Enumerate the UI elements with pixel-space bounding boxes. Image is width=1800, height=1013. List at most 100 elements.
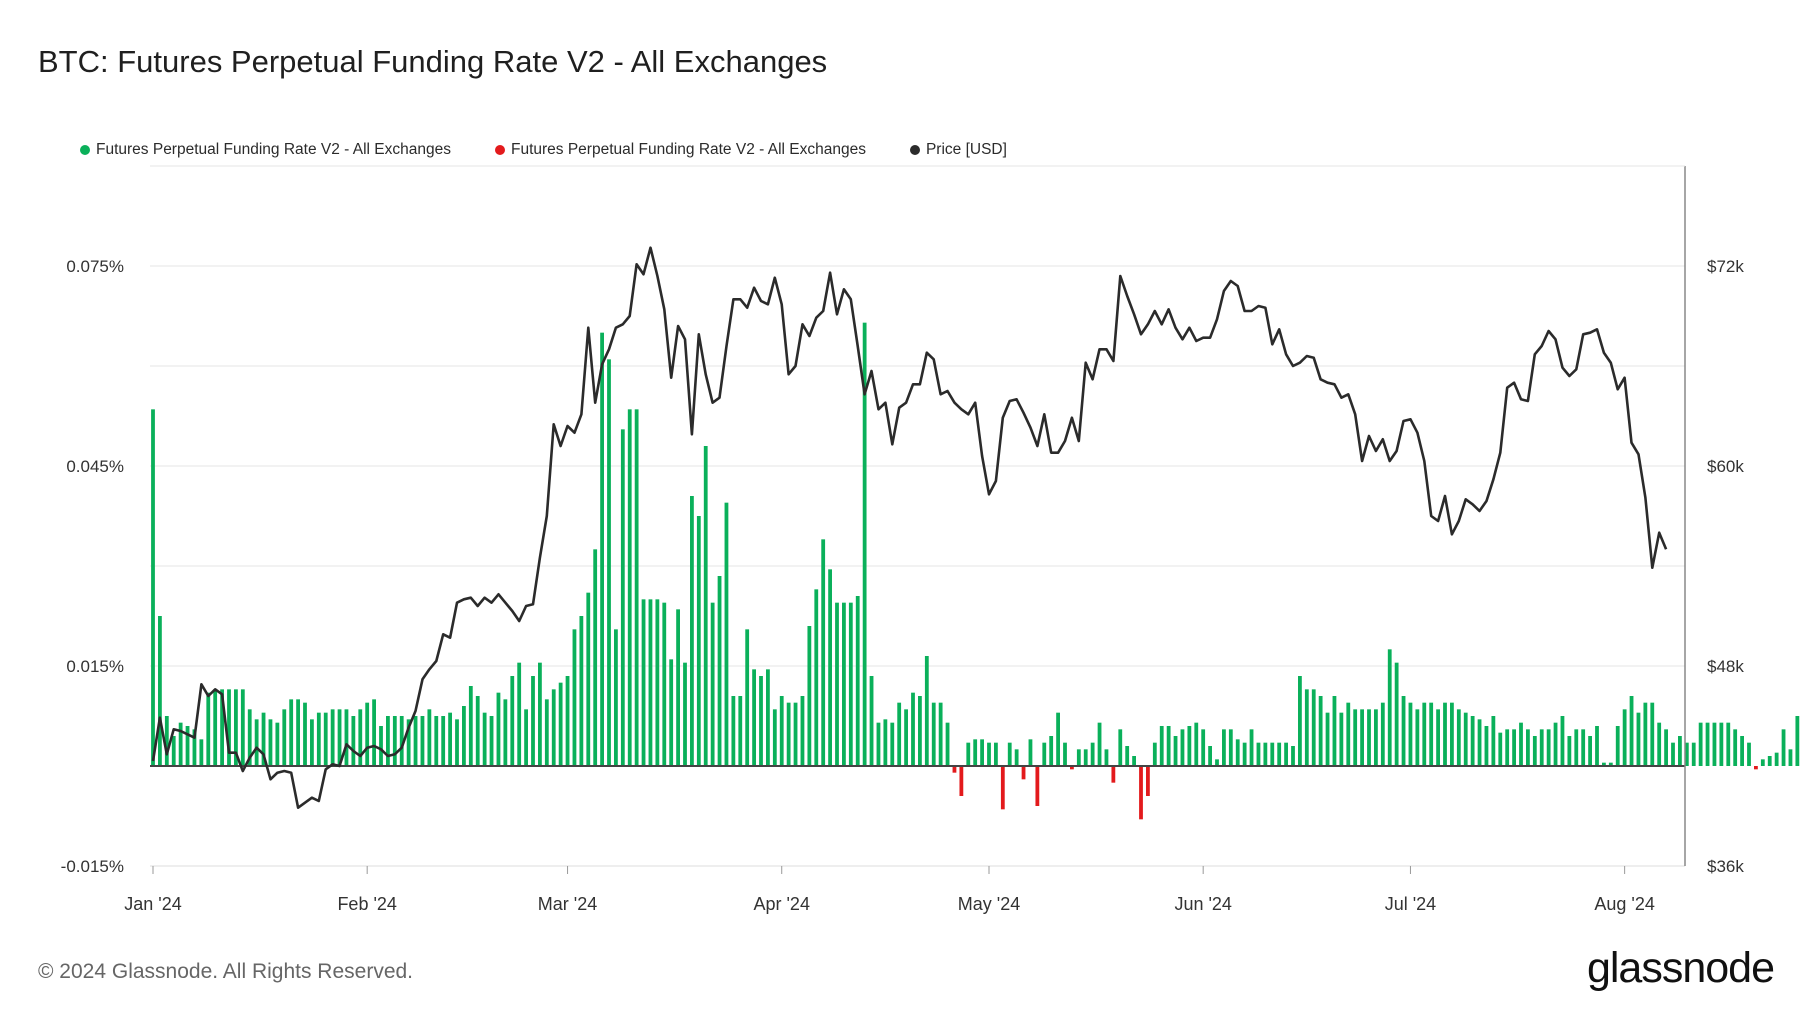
funding-bar-positive (1380, 702, 1385, 766)
funding-bar-positive (379, 726, 383, 766)
funding-bar-positive (1374, 709, 1378, 766)
funding-bar-positive (883, 719, 888, 766)
funding-bar-positive (1318, 696, 1323, 766)
x-tick-label: Jan '24 (124, 894, 181, 914)
copyright: © 2024 Glassnode. All Rights Reserved. (38, 960, 414, 983)
funding-bar-positive (185, 726, 190, 766)
funding-bar-positive (1291, 746, 1295, 766)
funding-bar-negative (959, 766, 964, 796)
funding-bar-positive (475, 696, 480, 766)
funding-bar-positive (1733, 729, 1738, 766)
x-tick-label: Apr '24 (753, 894, 809, 914)
funding-bar-positive (620, 429, 625, 766)
funding-bar-positive (614, 629, 618, 766)
funding-bar-positive (1090, 742, 1095, 766)
funding-bar-positive (1491, 716, 1496, 766)
funding-bar-positive (323, 712, 328, 766)
funding-bar-positive (275, 722, 280, 766)
funding-bar-positive (330, 709, 335, 766)
funding-bar-positive (206, 692, 211, 766)
funding-bar-positive (1208, 746, 1212, 766)
funding-bar-positive (593, 549, 598, 766)
funding-bar-positive (1539, 729, 1544, 766)
funding-bar-positive (1443, 702, 1447, 766)
funding-bar-positive (1698, 722, 1703, 766)
funding-bar-positive (1532, 736, 1537, 766)
funding-bar-positive (1678, 736, 1682, 766)
funding-bar-positive (240, 689, 245, 766)
left-tick-label: 0.015% (66, 657, 124, 676)
funding-bar-positive (399, 716, 404, 766)
funding-bar-positive (1422, 702, 1427, 766)
funding-bar-positive (1650, 702, 1655, 766)
funding-bar-positive (1056, 712, 1060, 766)
funding-bar-positive (565, 676, 570, 766)
x-tick-label: Mar '24 (538, 894, 597, 914)
funding-bar-positive (1256, 742, 1261, 766)
funding-bar-positive (1671, 742, 1675, 766)
funding-bar-positive (1049, 736, 1054, 766)
funding-bar-positive (945, 722, 950, 766)
funding-bar-positive (296, 699, 300, 766)
funding-bar-positive (973, 739, 978, 766)
funding-bar-positive (766, 669, 770, 766)
x-tick-label: Jun '24 (1174, 894, 1231, 914)
legend-item-funding-positive[interactable]: Futures Perpetual Funding Rate V2 - All … (80, 141, 451, 159)
funding-bar-positive (1387, 649, 1392, 766)
funding-bar-positive (848, 602, 853, 766)
funding-bar-positive (544, 699, 549, 766)
funding-bar-positive (1629, 696, 1634, 766)
funding-bar-positive (1311, 689, 1316, 766)
funding-bar-positive (1436, 709, 1440, 766)
funding-bar-positive (344, 709, 349, 766)
funding-bar-positive (365, 702, 370, 766)
funding-bar-positive (1450, 702, 1454, 766)
legend-item-price[interactable]: Price [USD] (909, 141, 1007, 159)
funding-bar-positive (669, 659, 674, 766)
funding-bar-positive (1636, 712, 1641, 766)
funding-bar-positive (752, 669, 756, 766)
funding-bar-positive (1042, 742, 1047, 766)
funding-bar-positive (268, 719, 273, 766)
funding-bar-positive (724, 502, 729, 766)
funding-bar-positive (862, 322, 867, 766)
funding-bar-positive (468, 686, 473, 766)
funding-bar-positive (835, 602, 839, 766)
funding-bar-positive (1608, 762, 1613, 766)
left-tick-label: 0.075% (66, 257, 124, 276)
funding-bar-positive (1242, 742, 1247, 766)
funding-bar-negative (1000, 766, 1005, 810)
funding-bar-positive (1014, 749, 1019, 766)
funding-bar-positive (427, 709, 432, 766)
funding-bar-positive (586, 592, 591, 766)
legend: Futures Perpetual Funding Rate V2 - All … (80, 141, 1007, 159)
funding-bar-positive (455, 719, 459, 766)
funding-bar-positive (227, 689, 231, 766)
funding-bar-positive (254, 719, 259, 766)
funding-bar-positive (171, 736, 176, 766)
funding-bar-positive (876, 722, 881, 766)
funding-bar-positive (1304, 689, 1309, 766)
funding-bar-positive (1456, 709, 1461, 766)
funding-bar-positive (994, 742, 998, 766)
funding-bar-positive (904, 709, 908, 766)
funding-bar-positive (627, 409, 632, 766)
funding-bar-negative (1070, 766, 1074, 770)
funding-bar-positive (1567, 736, 1572, 766)
funding-bar-positive (420, 716, 425, 766)
glassnode-logo[interactable]: glassnode (1586, 944, 1775, 992)
funding-bar-positive (1788, 749, 1793, 766)
chart-title: BTC: Futures Perpetual Funding Rate V2 -… (38, 44, 828, 79)
funding-bar-positive (938, 702, 943, 766)
funding-bar-positive (538, 662, 542, 766)
funding-bar-positive (551, 689, 556, 766)
funding-bar-positive (1097, 722, 1102, 766)
funding-bar-positive (1104, 749, 1109, 766)
legend-item-funding-negative[interactable]: Futures Perpetual Funding Rate V2 - All … (494, 141, 866, 159)
funding-bar-positive (911, 692, 915, 766)
funding-bar-positive (1477, 719, 1482, 766)
funding-bar-positive (178, 722, 183, 766)
funding-bar-positive (648, 599, 653, 766)
right-tick-label: $60k (1707, 457, 1744, 476)
